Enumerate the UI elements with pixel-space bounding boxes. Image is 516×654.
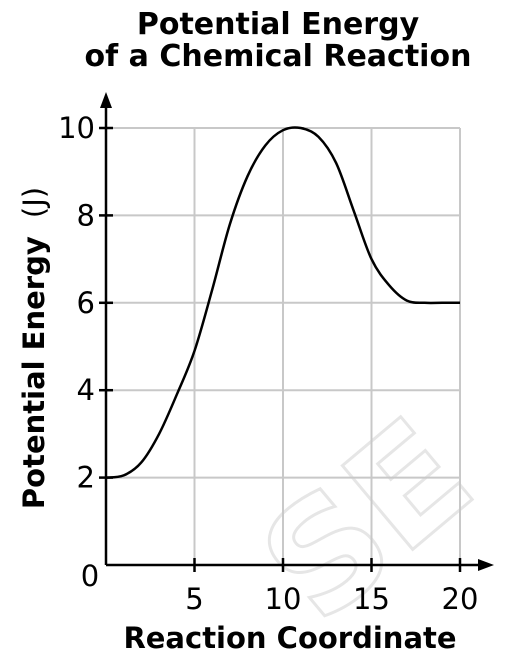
y-tick-label: 6 (77, 286, 95, 320)
y-axis-arrow (100, 92, 112, 108)
y-axis-label-unit: (J) (17, 187, 51, 218)
y-tick-label: 10 (58, 111, 95, 145)
y-tick-label: 4 (77, 373, 95, 407)
x-tick-label: 20 (442, 582, 479, 616)
y-tick-label: 8 (77, 198, 95, 232)
x-tick-label: 10 (265, 582, 302, 616)
x-axis-label: Reaction Coordinate (123, 621, 456, 654)
y-tick-labels: 2 4 6 8 10 (58, 111, 95, 495)
y-axis-label: Potential Energy (J) (17, 187, 51, 509)
y-axis-label-main: Potential Energy (17, 236, 51, 509)
x-axis-arrow (478, 559, 494, 571)
x-tick-label: 0 (81, 559, 99, 593)
y-tick-label: 2 (77, 461, 95, 495)
x-tick-label: 15 (353, 582, 390, 616)
x-tick-label: 5 (185, 582, 203, 616)
